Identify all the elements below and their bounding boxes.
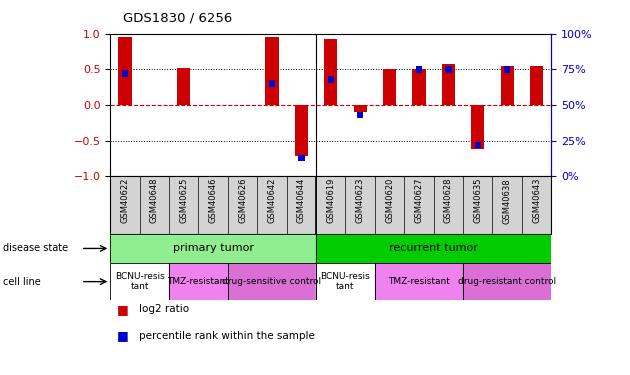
Bar	[324, 39, 338, 105]
Text: BCNU-resis
tant: BCNU-resis tant	[321, 272, 370, 291]
Bar	[357, 112, 364, 118]
Bar	[445, 66, 452, 73]
Bar	[416, 66, 422, 73]
Text: GSM40619: GSM40619	[326, 178, 335, 224]
Bar	[471, 105, 484, 149]
Bar	[122, 70, 128, 77]
Text: GSM40643: GSM40643	[532, 178, 541, 224]
Text: TMZ-resistant: TMZ-resistant	[388, 277, 450, 286]
Bar	[110, 234, 316, 262]
Bar	[442, 64, 455, 105]
Text: log2 ratio: log2 ratio	[139, 304, 189, 314]
Text: GSM40625: GSM40625	[180, 178, 188, 224]
Bar	[500, 66, 514, 105]
Bar	[316, 234, 551, 262]
Text: drug-resistant control: drug-resistant control	[458, 277, 556, 286]
Bar	[463, 263, 551, 300]
Bar	[118, 38, 132, 105]
Bar	[177, 68, 190, 105]
Text: disease state: disease state	[3, 243, 68, 254]
Text: GDS1830 / 6256: GDS1830 / 6256	[123, 11, 232, 24]
Bar	[110, 234, 316, 262]
Bar	[316, 263, 375, 300]
Bar	[530, 66, 543, 105]
Text: GSM40638: GSM40638	[503, 178, 512, 224]
Text: GSM40628: GSM40628	[444, 178, 453, 224]
Bar	[295, 105, 308, 156]
Text: GSM40644: GSM40644	[297, 178, 306, 224]
Text: ■: ■	[117, 303, 129, 316]
Bar	[110, 263, 169, 300]
Bar	[504, 66, 510, 73]
Bar	[375, 263, 463, 300]
Bar	[110, 263, 169, 300]
Bar	[316, 263, 375, 300]
Bar	[269, 80, 275, 87]
Text: GSM40627: GSM40627	[415, 178, 423, 224]
Bar	[375, 263, 463, 300]
Text: GSM40635: GSM40635	[473, 178, 482, 224]
Text: GSM40646: GSM40646	[209, 178, 217, 224]
Text: drug-sensitive control: drug-sensitive control	[222, 277, 321, 286]
Bar	[265, 38, 278, 105]
Bar	[383, 69, 396, 105]
Bar	[228, 263, 316, 300]
Text: GSM40626: GSM40626	[238, 178, 247, 224]
Text: GSM40623: GSM40623	[356, 178, 365, 224]
Text: GSM40622: GSM40622	[120, 178, 129, 224]
Bar	[169, 263, 228, 300]
Bar	[316, 234, 551, 262]
Text: recurrent tumor: recurrent tumor	[389, 243, 478, 254]
Bar	[169, 263, 228, 300]
Bar	[328, 76, 334, 82]
Text: TMZ-resistant: TMZ-resistant	[168, 277, 229, 286]
Text: percentile rank within the sample: percentile rank within the sample	[139, 331, 314, 340]
Text: primary tumor: primary tumor	[173, 243, 254, 254]
Text: BCNU-resis
tant: BCNU-resis tant	[115, 272, 164, 291]
Bar	[298, 154, 304, 161]
Text: GSM40648: GSM40648	[150, 178, 159, 224]
Text: GSM40642: GSM40642	[268, 178, 277, 224]
Text: GSM40620: GSM40620	[385, 178, 394, 224]
Bar	[463, 263, 551, 300]
Bar	[474, 142, 481, 148]
Text: ■: ■	[117, 329, 129, 342]
Bar	[412, 69, 425, 105]
Bar	[228, 263, 316, 300]
Bar	[353, 105, 367, 112]
Text: cell line: cell line	[3, 277, 41, 286]
